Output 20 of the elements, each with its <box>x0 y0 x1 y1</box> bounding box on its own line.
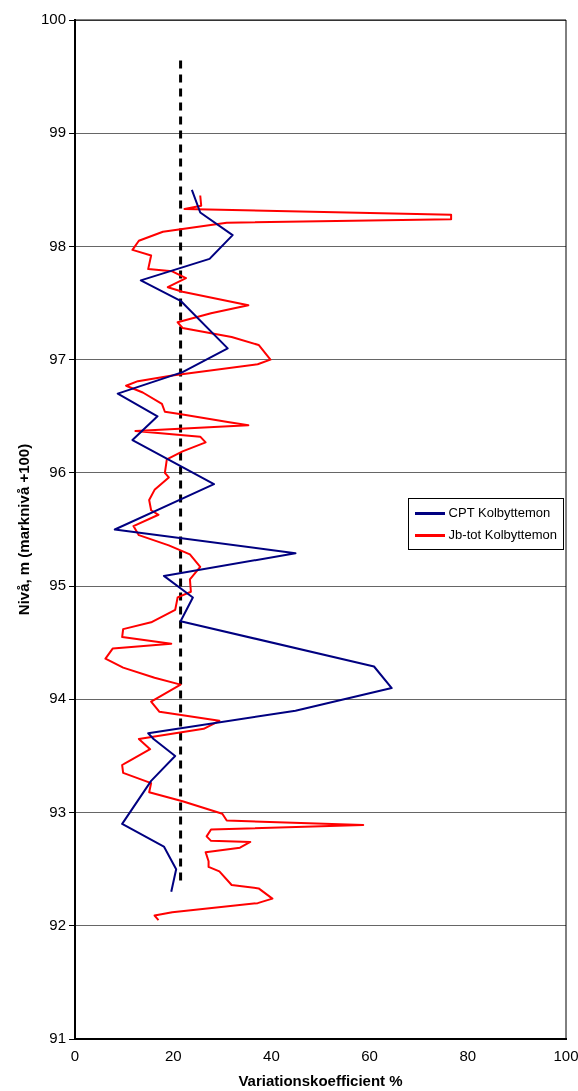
x-tick-label: 0 <box>70 1047 80 1065</box>
y-tick-label: 100 <box>41 10 67 28</box>
y-tick-label: 94 <box>49 689 67 707</box>
x-tick-label: 100 <box>553 1047 578 1065</box>
y-tick-label: 91 <box>49 1029 67 1047</box>
x-tick-label: 80 <box>459 1047 477 1065</box>
legend-label: Jb-tot Kolbyttemon <box>448 526 557 544</box>
y-tick-label: 97 <box>49 349 67 367</box>
y-tick-label: 92 <box>49 915 67 933</box>
y-tick-label: 95 <box>49 576 67 594</box>
y-tick-label: 96 <box>49 463 67 481</box>
x-axis-title: Variationskoefficient % <box>238 1072 403 1090</box>
x-tick-label: 60 <box>361 1047 378 1065</box>
y-tick-label: 99 <box>49 123 67 141</box>
y-axis-title: Nivå, m (marknivå +100) <box>15 443 33 616</box>
x-tick-label: 40 <box>263 1047 280 1065</box>
x-tick-label: 20 <box>164 1047 182 1065</box>
y-tick-label: 93 <box>49 802 67 820</box>
y-tick-label: 98 <box>49 236 67 254</box>
legend-label: CPT Kolbyttemon <box>448 504 551 522</box>
